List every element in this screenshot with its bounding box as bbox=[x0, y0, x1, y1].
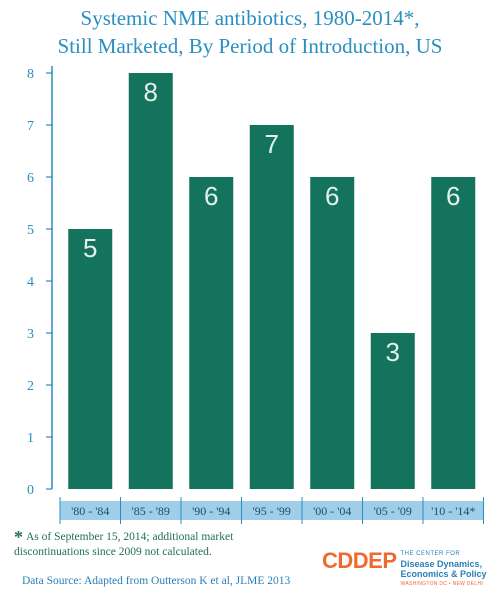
footnote-star: * bbox=[14, 527, 23, 547]
data-source: Data Source: Adapted from Outterson K et… bbox=[22, 575, 291, 587]
chart-title-line2: Still Marketed, By Period of Introductio… bbox=[57, 34, 443, 58]
x-category-label: '85 - '89 bbox=[132, 504, 170, 518]
logo-line3: Economics & Policy bbox=[400, 569, 487, 579]
bar-value-label: 6 bbox=[204, 181, 218, 211]
bar bbox=[431, 177, 476, 489]
y-tick-label: 0 bbox=[27, 483, 34, 498]
chart-title-line1: Systemic NME antibiotics, 1980-2014*, bbox=[80, 6, 420, 30]
y-tick-label: 8 bbox=[27, 67, 34, 82]
chart-title: Systemic NME antibiotics, 1980-2014*, St… bbox=[0, 4, 500, 60]
logo-mark: CDDEP bbox=[322, 548, 397, 573]
y-tick-label: 4 bbox=[27, 275, 34, 290]
y-tick-label: 7 bbox=[27, 119, 34, 134]
y-tick-label: 1 bbox=[27, 431, 34, 446]
bar bbox=[128, 73, 173, 489]
footnote-line2: discontinuations since 2009 not calculat… bbox=[14, 546, 212, 558]
bar-value-label: 3 bbox=[386, 337, 400, 367]
logo-line1: THE CENTER FOR bbox=[400, 551, 461, 557]
x-category-label: '90 - '94 bbox=[192, 504, 230, 518]
bar-value-label: 6 bbox=[446, 181, 460, 211]
bar-value-label: 6 bbox=[325, 181, 339, 211]
x-category-label: '05 - '09 bbox=[374, 504, 412, 518]
y-tick-label: 6 bbox=[27, 171, 34, 186]
bar bbox=[370, 333, 415, 489]
y-tick-label: 5 bbox=[27, 223, 34, 238]
footnote: * As of September 15, 2014; additional ma… bbox=[14, 527, 284, 560]
x-category-label: '10 - '14* bbox=[431, 504, 475, 518]
footnote-line1: As of September 15, 2014; additional mar… bbox=[26, 531, 234, 543]
bar bbox=[249, 125, 294, 489]
x-category-label: '80 - '84 bbox=[71, 504, 109, 518]
bar-chart: 0 1 2 3 4 5 6 7 8 5 '80 - '84 8 '85 - '89 6 '90 - '94 7… bbox=[27, 66, 484, 524]
bar bbox=[310, 177, 355, 489]
x-category-label: '00 - '04 bbox=[313, 504, 351, 518]
cddep-logo: CDDEP THE CENTER FOR Disease Dynamics, E… bbox=[322, 549, 487, 589]
logo-text: THE CENTER FOR Disease Dynamics, Economi… bbox=[401, 549, 487, 589]
bar bbox=[189, 177, 234, 489]
x-category-label: '95 - '99 bbox=[253, 504, 291, 518]
bar bbox=[68, 229, 113, 489]
y-tick-label: 3 bbox=[27, 327, 34, 342]
logo-line4: WASHINGTON DC • NEW DELHI bbox=[400, 581, 484, 587]
bar-value-label: 5 bbox=[83, 233, 97, 263]
x-label-band bbox=[60, 501, 484, 520]
bar-value-label: 7 bbox=[265, 129, 279, 159]
logo-line2: Disease Dynamics, bbox=[400, 559, 483, 569]
y-tick-label: 2 bbox=[27, 379, 34, 394]
bar-value-label: 8 bbox=[144, 77, 158, 107]
